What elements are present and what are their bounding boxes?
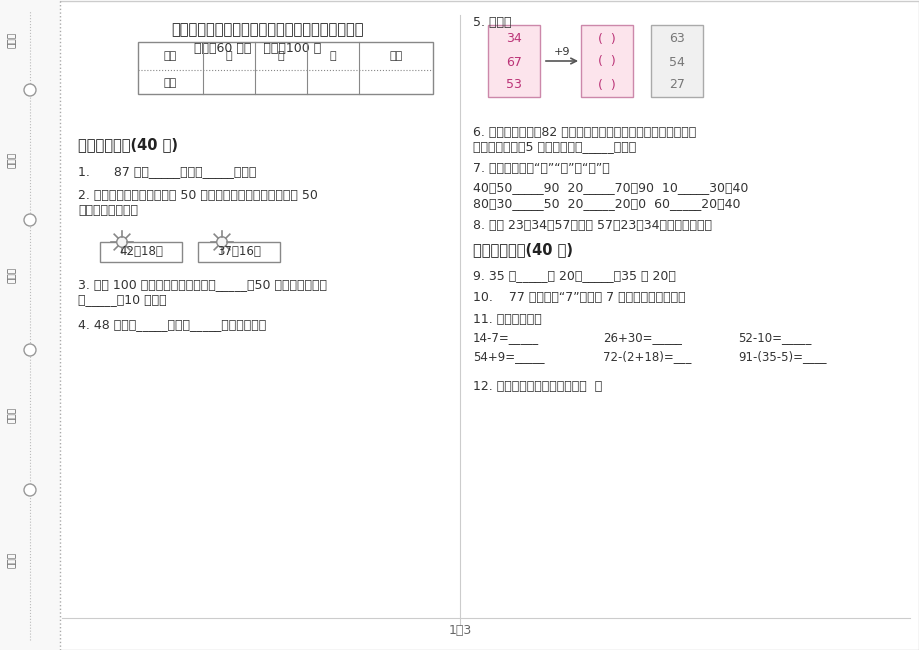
Text: 得的花比小安少5 朵，小齐得了_____朵花。: 得的花比小安少5 朵，小齐得了_____朵花。 xyxy=(472,140,636,153)
Text: 37－16＝: 37－16＝ xyxy=(217,246,261,259)
Circle shape xyxy=(24,344,36,356)
Text: 题号: 题号 xyxy=(164,51,177,61)
Text: 52-10=_____: 52-10=_____ xyxy=(737,332,811,344)
Text: 53: 53 xyxy=(505,79,521,92)
Bar xyxy=(0,0,60,650)
Text: 72-(2+18)=___: 72-(2+18)=___ xyxy=(602,350,690,363)
Text: 8. 因于 23＋34＝57，所以 57－23＝34。（判断对错）: 8. 因于 23＋34＝57，所以 57－23＝34。（判断对错） xyxy=(472,220,711,233)
Text: 得分: 得分 xyxy=(164,77,177,88)
Bar xyxy=(198,242,279,262)
Text: 54: 54 xyxy=(668,55,684,68)
Bar xyxy=(100,242,182,262)
Text: (  ): ( ) xyxy=(597,79,615,92)
Text: (  ): ( ) xyxy=(597,32,615,46)
Text: (  ): ( ) xyxy=(597,55,615,68)
Text: 考场：: 考场： xyxy=(7,152,17,168)
Text: 40＋50_____90  20_____70＝90  10_____30＝40: 40＋50_____90 20_____70＝90 10_____30＝40 xyxy=(472,181,747,194)
Text: 26+30=_____: 26+30=_____ xyxy=(602,332,681,344)
Text: 三: 三 xyxy=(329,51,336,61)
Circle shape xyxy=(24,84,36,96)
Text: +9: +9 xyxy=(553,47,570,57)
Text: 1／3: 1／3 xyxy=(448,623,471,636)
Circle shape xyxy=(24,484,36,496)
Circle shape xyxy=(117,237,127,247)
Text: 考号：: 考号： xyxy=(7,32,17,48)
Text: 63: 63 xyxy=(668,32,684,46)
Bar xyxy=(581,25,632,97)
Text: 3. 一张 100 元的人民币，可以换成_____张50 元，或者还能换: 3. 一张 100 元的人民币，可以换成_____张50 元，或者还能换 xyxy=(78,278,326,291)
Text: 34: 34 xyxy=(505,32,521,46)
Text: 6. 本学期小宁得了82 朵花，是班里的第一名，小齐是第二名，: 6. 本学期小宁得了82 朵花，是班里的第一名，小齐是第二名， xyxy=(472,125,696,138)
Text: 4. 48 里面由_____个十和_____个一组成的。: 4. 48 里面由_____个十和_____个一组成的。 xyxy=(78,318,266,332)
Text: 91-(35-5)=____: 91-(35-5)=____ xyxy=(737,350,825,363)
Text: 11. 直接写得数。: 11. 直接写得数。 xyxy=(472,313,541,326)
Text: 总分: 总分 xyxy=(389,51,403,61)
Bar xyxy=(487,25,539,97)
Bar xyxy=(651,25,702,97)
Text: 67: 67 xyxy=(505,55,521,68)
Text: 1.      87 里有_____个十和_____个一。: 1. 87 里有_____个十和_____个一。 xyxy=(78,166,256,179)
Text: 80－30_____50  20_____20＝0  60_____20＝40: 80－30_____50 20_____20＝0 60_____20＝40 xyxy=(472,198,740,211)
Text: 姓名：: 姓名： xyxy=(7,267,17,283)
Text: 的花朵涂上黄色。: 的花朵涂上黄色。 xyxy=(78,205,138,218)
Text: 2. 先算一算，再给得数大于 50 的花朵涂上红色，给得数小于 50: 2. 先算一算，再给得数大于 50 的花朵涂上红色，给得数小于 50 xyxy=(78,190,318,203)
Text: 成_____张10 元的。: 成_____张10 元的。 xyxy=(78,294,166,307)
Text: 班级：: 班级： xyxy=(7,407,17,423)
Text: 54+9=_____: 54+9=_____ xyxy=(472,350,544,363)
Text: 7. 在横线里填上“＋”“－”或“＝”。: 7. 在横线里填上“＋”“－”或“＝”。 xyxy=(472,162,609,176)
Text: 9. 35 比_____多 20，_____比35 多 20。: 9. 35 比_____多 20，_____比35 多 20。 xyxy=(472,270,675,283)
Circle shape xyxy=(24,214,36,226)
Text: 二、综合练习(40 分): 二、综合练习(40 分) xyxy=(472,242,573,257)
Text: 二: 二 xyxy=(278,51,284,61)
Text: 42＋18＝: 42＋18＝ xyxy=(119,246,163,259)
Bar xyxy=(138,42,433,94)
Text: 一、基础练习(40 分): 一、基础练习(40 分) xyxy=(78,138,177,153)
Text: 14-7=_____: 14-7=_____ xyxy=(472,332,539,344)
Text: 学校：: 学校： xyxy=(7,552,17,568)
Circle shape xyxy=(217,237,227,247)
Text: 新人教版精选全能一年级下学期数学期末模拟试卷: 新人教版精选全能一年级下学期数学期末模拟试卷 xyxy=(172,23,364,38)
Text: 时间：60 分钟   满分：100 分: 时间：60 分钟 满分：100 分 xyxy=(194,42,322,55)
Text: 10.    77 中的两个“7”都表示 7 个一。（判断对错）: 10. 77 中的两个“7”都表示 7 个一。（判断对错） xyxy=(472,291,685,304)
Text: 12. 小辉看到的是哪张图片？（  ）: 12. 小辉看到的是哪张图片？（ ） xyxy=(472,380,602,393)
Text: 一: 一 xyxy=(225,51,233,61)
Text: 27: 27 xyxy=(668,79,684,92)
Text: 5. 填空。: 5. 填空。 xyxy=(472,16,511,29)
